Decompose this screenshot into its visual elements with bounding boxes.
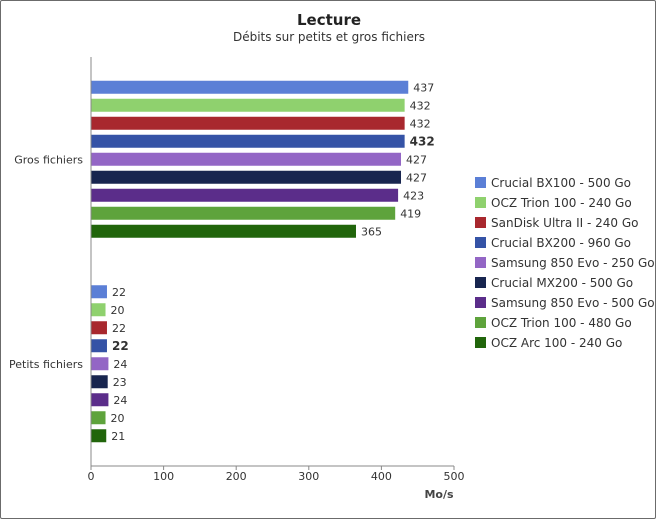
- category-label-petits-fichiers: Petits fichiers: [9, 358, 83, 371]
- x-tick-label-100: 100: [153, 470, 174, 483]
- legend-swatch-samsung-850-evo-250-go: [475, 257, 486, 268]
- bar-petits-fichiers-ocz-trion-100-240-go: [91, 303, 106, 317]
- x-tick-label-300: 300: [298, 470, 319, 483]
- value-label-gros-fichiers-ocz-trion-100-240-go: 432: [410, 99, 431, 112]
- value-label-gros-fichiers-crucial-mx200-500-go: 427: [406, 171, 427, 184]
- legend-label-samsung-850-evo-500-go: Samsung 850 Evo - 500 Go: [491, 296, 655, 310]
- bar-gros-fichiers-sandisk-ultra-ii-240-go: [91, 116, 405, 130]
- x-tick-label-0: 0: [88, 470, 95, 483]
- bar-gros-fichiers-crucial-mx200-500-go: [91, 170, 402, 184]
- bar-petits-fichiers-crucial-bx100-500-go: [91, 285, 107, 299]
- value-label-petits-fichiers-crucial-bx100-500-go: 22: [112, 286, 126, 299]
- bar-petits-fichiers-samsung-850-evo-250-go: [91, 357, 109, 371]
- bar-petits-fichiers-ocz-arc-100-240-go: [91, 429, 107, 443]
- legend-swatch-sandisk-ultra-ii-240-go: [475, 217, 486, 228]
- legend-label-sandisk-ultra-ii-240-go: SanDisk Ultra II - 240 Go: [491, 216, 639, 230]
- bar-petits-fichiers-crucial-mx200-500-go: [91, 375, 108, 389]
- value-label-gros-fichiers-crucial-bx200-960-go: 432: [410, 134, 435, 148]
- legend-label-crucial-bx100-500-go: Crucial BX100 - 500 Go: [491, 176, 631, 190]
- legend-swatch-crucial-bx100-500-go: [475, 177, 486, 188]
- x-tick-label-400: 400: [371, 470, 392, 483]
- legend-swatch-crucial-mx200-500-go: [475, 277, 486, 288]
- value-label-petits-fichiers-crucial-mx200-500-go: 23: [113, 376, 127, 389]
- legend-swatch-crucial-bx200-960-go: [475, 237, 486, 248]
- bar-petits-fichiers-crucial-bx200-960-go: [91, 339, 107, 353]
- value-label-gros-fichiers-samsung-850-evo-500-go: 423: [403, 189, 424, 202]
- value-label-petits-fichiers-samsung-850-evo-250-go: 24: [113, 358, 127, 371]
- bar-gros-fichiers-ocz-trion-100-240-go: [91, 98, 405, 112]
- legend-label-ocz-arc-100-240-go: OCZ Arc 100 - 240 Go: [491, 336, 622, 350]
- x-tick-label-200: 200: [226, 470, 247, 483]
- legend-label-samsung-850-evo-250-go: Samsung 850 Evo - 250 Go: [491, 256, 655, 270]
- value-label-petits-fichiers-ocz-trion-100-240-go: 20: [111, 304, 125, 317]
- value-label-gros-fichiers-ocz-arc-100-240-go: 365: [361, 225, 382, 238]
- value-label-petits-fichiers-ocz-arc-100-240-go: 21: [111, 430, 125, 443]
- category-label-gros-fichiers: Gros fichiers: [14, 153, 83, 166]
- value-label-petits-fichiers-crucial-bx200-960-go: 22: [112, 339, 129, 353]
- bar-petits-fichiers-sandisk-ultra-ii-240-go: [91, 321, 107, 335]
- legend-swatch-ocz-arc-100-240-go: [475, 337, 486, 348]
- x-axis-label: Mo/s: [424, 488, 454, 501]
- value-label-gros-fichiers-ocz-trion-100-480-go: 419: [400, 207, 421, 220]
- legend-label-crucial-bx200-960-go: Crucial BX200 - 960 Go: [491, 236, 631, 250]
- value-label-gros-fichiers-sandisk-ultra-ii-240-go: 432: [410, 117, 431, 130]
- value-label-petits-fichiers-ocz-trion-100-480-go: 20: [111, 412, 125, 425]
- value-label-gros-fichiers-samsung-850-evo-250-go: 427: [406, 153, 427, 166]
- bar-gros-fichiers-samsung-850-evo-500-go: [91, 188, 399, 202]
- legend-label-ocz-trion-100-240-go: OCZ Trion 100 - 240 Go: [491, 196, 632, 210]
- value-label-petits-fichiers-sandisk-ultra-ii-240-go: 22: [112, 322, 126, 335]
- bar-petits-fichiers-ocz-trion-100-480-go: [91, 411, 106, 425]
- bar-gros-fichiers-ocz-trion-100-480-go: [91, 206, 396, 220]
- legend-label-crucial-mx200-500-go: Crucial MX200 - 500 Go: [491, 276, 633, 290]
- bar-gros-fichiers-crucial-bx200-960-go: [91, 134, 405, 148]
- legend-label-ocz-trion-100-480-go: OCZ Trion 100 - 480 Go: [491, 316, 632, 330]
- legend-swatch-ocz-trion-100-480-go: [475, 317, 486, 328]
- x-tick-label-500: 500: [444, 470, 465, 483]
- bar-gros-fichiers-samsung-850-evo-250-go: [91, 152, 402, 166]
- value-label-petits-fichiers-samsung-850-evo-500-go: 24: [113, 394, 127, 407]
- bar-gros-fichiers-ocz-arc-100-240-go: [91, 224, 356, 238]
- chart-subtitle: Débits sur petits et gros fichiers: [233, 30, 425, 44]
- chart-title: Lecture: [297, 11, 361, 29]
- value-label-gros-fichiers-crucial-bx100-500-go: 437: [413, 81, 434, 94]
- bar-petits-fichiers-samsung-850-evo-500-go: [91, 393, 109, 407]
- legend-swatch-samsung-850-evo-500-go: [475, 297, 486, 308]
- legend-swatch-ocz-trion-100-240-go: [475, 197, 486, 208]
- bar-gros-fichiers-crucial-bx100-500-go: [91, 80, 409, 94]
